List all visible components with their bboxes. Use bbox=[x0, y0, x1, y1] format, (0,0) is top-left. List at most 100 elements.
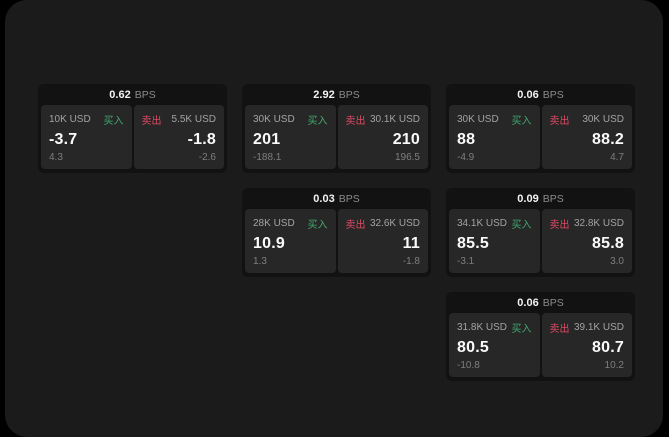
bps-value: 0.06 bbox=[517, 296, 539, 309]
panels: 10K USD 买入 -3.7 4.3 卖出 5.5K USD -1.8 -2.… bbox=[38, 105, 227, 173]
buy-price: -3.7 bbox=[49, 131, 78, 148]
quote-card-4: 0.03 BPS 28K USD 买入 10.9 1.3 卖出 32.6K US… bbox=[242, 188, 431, 277]
buy-side-label: 买入 bbox=[511, 116, 532, 127]
buy-price: 85.5 bbox=[457, 235, 489, 252]
quote-card-2: 2.92 BPS 30K USD 买入 201 -188.1 卖出 30.1K … bbox=[242, 84, 431, 173]
buy-side-label: 买入 bbox=[103, 116, 124, 127]
buy-sub-value: 1.3 bbox=[253, 256, 267, 267]
sell-amount: 32.8K USD bbox=[573, 218, 624, 229]
sell-price: 88.2 bbox=[592, 131, 624, 148]
sell-panel-top-row: 卖出 32.6K USD bbox=[346, 216, 421, 231]
bps-header: 0.62 BPS bbox=[38, 84, 227, 105]
bps-value: 0.62 bbox=[109, 88, 131, 101]
sell-panel[interactable]: 卖出 5.5K USD -1.8 -2.6 bbox=[133, 105, 224, 169]
sell-sub-value: 196.5 bbox=[394, 152, 420, 163]
sell-price: -1.8 bbox=[187, 131, 216, 148]
quote-card-6: 0.06 BPS 31.8K USD 买入 80.5 -10.8 卖出 39.1… bbox=[446, 292, 635, 381]
bps-unit-label: BPS bbox=[542, 192, 564, 205]
buy-amount: 30K USD bbox=[253, 114, 295, 125]
bps-header: 2.92 BPS bbox=[242, 84, 431, 105]
panels: 30K USD 买入 201 -188.1 卖出 30.1K USD 210 1… bbox=[242, 105, 431, 173]
bps-header: 0.09 BPS bbox=[446, 188, 635, 209]
sell-panel[interactable]: 卖出 30K USD 88.2 4.7 bbox=[541, 105, 632, 169]
buy-panel-top-row: 10K USD 买入 bbox=[49, 112, 124, 127]
buy-panel[interactable]: 30K USD 买入 201 -188.1 bbox=[245, 105, 336, 169]
buy-price: 80.5 bbox=[457, 339, 489, 356]
bps-value: 0.06 bbox=[517, 88, 539, 101]
buy-amount: 28K USD bbox=[253, 218, 295, 229]
buy-amount: 30K USD bbox=[457, 114, 499, 125]
sell-amount: 5.5K USD bbox=[171, 114, 216, 125]
sell-amount: 30K USD bbox=[582, 114, 624, 125]
sell-sub-value: 4.7 bbox=[610, 152, 624, 163]
panels: 31.8K USD 买入 80.5 -10.8 卖出 39.1K USD 80.… bbox=[446, 313, 635, 381]
sell-sub-value: 3.0 bbox=[610, 256, 624, 267]
quote-card-1: 0.62 BPS 10K USD 买入 -3.7 4.3 卖出 5.5K USD bbox=[38, 84, 227, 173]
sell-side-label: 卖出 bbox=[345, 220, 366, 231]
sell-price: 11 bbox=[402, 235, 420, 252]
buy-side-label: 买入 bbox=[307, 220, 328, 231]
sell-panel[interactable]: 卖出 30.1K USD 210 196.5 bbox=[337, 105, 428, 169]
sell-price: 210 bbox=[392, 131, 420, 148]
buy-panel[interactable]: 34.1K USD 买入 85.5 -3.1 bbox=[449, 209, 540, 273]
panels: 34.1K USD 买入 85.5 -3.1 卖出 32.8K USD 85.8… bbox=[446, 209, 635, 277]
sell-panel[interactable]: 卖出 32.6K USD 11 -1.8 bbox=[337, 209, 428, 273]
buy-amount: 10K USD bbox=[49, 114, 91, 125]
buy-panel[interactable]: 10K USD 买入 -3.7 4.3 bbox=[41, 105, 132, 169]
panels: 30K USD 买入 88 -4.9 卖出 30K USD 88.2 4.7 bbox=[446, 105, 635, 173]
bps-unit-label: BPS bbox=[542, 296, 564, 309]
buy-price: 88 bbox=[457, 131, 476, 148]
buy-panel-top-row: 30K USD 买入 bbox=[457, 112, 532, 127]
sell-price: 80.7 bbox=[592, 339, 624, 356]
sell-sub-value: -2.6 bbox=[198, 152, 216, 163]
bps-unit-label: BPS bbox=[134, 88, 156, 101]
sell-sub-value: -1.8 bbox=[402, 256, 420, 267]
buy-panel[interactable]: 30K USD 买入 88 -4.9 bbox=[449, 105, 540, 169]
sell-sub-value: 10.2 bbox=[604, 360, 624, 371]
sell-panel[interactable]: 卖出 32.8K USD 85.8 3.0 bbox=[541, 209, 632, 273]
quote-card-5: 0.09 BPS 34.1K USD 买入 85.5 -3.1 卖出 32.8K… bbox=[446, 188, 635, 277]
buy-panel[interactable]: 28K USD 买入 10.9 1.3 bbox=[245, 209, 336, 273]
buy-sub-value: -10.8 bbox=[457, 360, 480, 371]
buy-panel[interactable]: 31.8K USD 买入 80.5 -10.8 bbox=[449, 313, 540, 377]
buy-price: 201 bbox=[253, 131, 281, 148]
buy-sub-value: -4.9 bbox=[457, 152, 475, 163]
bps-unit-label: BPS bbox=[338, 192, 360, 205]
panels: 28K USD 买入 10.9 1.3 卖出 32.6K USD 11 -1.8 bbox=[242, 209, 431, 277]
sell-panel-top-row: 卖出 5.5K USD bbox=[142, 112, 217, 127]
sell-side-label: 卖出 bbox=[345, 116, 366, 127]
buy-side-label: 买入 bbox=[511, 220, 532, 231]
bps-value: 2.92 bbox=[313, 88, 335, 101]
sell-amount: 32.6K USD bbox=[369, 218, 420, 229]
buy-amount: 34.1K USD bbox=[457, 218, 508, 229]
buy-panel-top-row: 30K USD 买入 bbox=[253, 112, 328, 127]
bps-unit-label: BPS bbox=[338, 88, 360, 101]
sell-panel-top-row: 卖出 30K USD bbox=[550, 112, 625, 127]
app-container: 0.62 BPS 10K USD 买入 -3.7 4.3 卖出 5.5K USD bbox=[5, 0, 663, 437]
sell-price: 85.8 bbox=[592, 235, 624, 252]
sell-panel-top-row: 卖出 39.1K USD bbox=[550, 320, 625, 335]
buy-sub-value: -188.1 bbox=[253, 152, 282, 163]
bps-header: 0.06 BPS bbox=[446, 84, 635, 105]
sell-side-label: 卖出 bbox=[549, 220, 570, 231]
buy-panel-top-row: 34.1K USD 买入 bbox=[457, 216, 532, 231]
quote-card-3: 0.06 BPS 30K USD 买入 88 -4.9 卖出 30K USD bbox=[446, 84, 635, 173]
bps-header: 0.06 BPS bbox=[446, 292, 635, 313]
buy-side-label: 买入 bbox=[307, 116, 328, 127]
buy-panel-top-row: 28K USD 买入 bbox=[253, 216, 328, 231]
bps-unit-label: BPS bbox=[542, 88, 564, 101]
sell-panel[interactable]: 卖出 39.1K USD 80.7 10.2 bbox=[541, 313, 632, 377]
sell-amount: 30.1K USD bbox=[369, 114, 420, 125]
buy-sub-value: 4.3 bbox=[49, 152, 63, 163]
bps-header: 0.03 BPS bbox=[242, 188, 431, 209]
bps-value: 0.09 bbox=[517, 192, 539, 205]
sell-side-label: 卖出 bbox=[549, 324, 570, 335]
bps-value: 0.03 bbox=[313, 192, 335, 205]
sell-panel-top-row: 卖出 32.8K USD bbox=[550, 216, 625, 231]
sell-side-label: 卖出 bbox=[141, 116, 162, 127]
buy-price: 10.9 bbox=[253, 235, 285, 252]
buy-panel-top-row: 31.8K USD 买入 bbox=[457, 320, 532, 335]
buy-side-label: 买入 bbox=[511, 324, 532, 335]
sell-amount: 39.1K USD bbox=[573, 322, 624, 333]
quote-board: 0.62 BPS 10K USD 买入 -3.7 4.3 卖出 5.5K USD bbox=[38, 84, 635, 381]
